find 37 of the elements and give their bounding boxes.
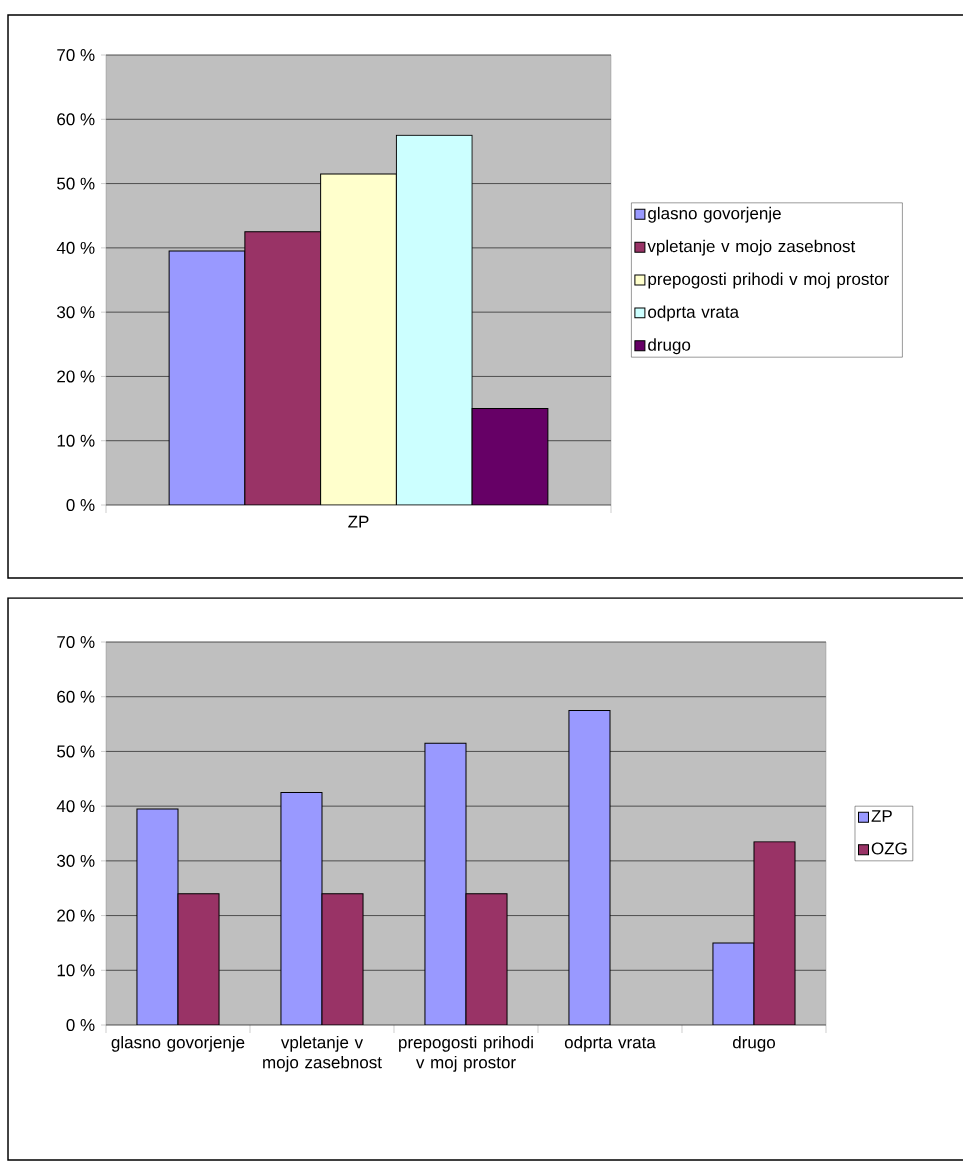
y-tick-label: 50 % <box>57 177 95 190</box>
bar <box>424 742 467 1025</box>
bar <box>177 893 220 1025</box>
legend-label: ZP <box>871 810 892 822</box>
y-tick-label: 0 % <box>66 1018 95 1032</box>
x-tick-label: vpletanje v mojo zasebnost <box>263 1035 382 1072</box>
x-tick-label: glasno govorjenje <box>111 1035 245 1052</box>
y-tick-label: 30 % <box>57 854 95 867</box>
y-tick-label: 50 % <box>57 745 95 758</box>
y-tick-label: 20 % <box>57 370 95 383</box>
y-tick-label: 40 % <box>56 241 95 254</box>
x-tick-label: drugo <box>732 1035 775 1052</box>
bar <box>280 791 323 1025</box>
y-tick-label: 40 % <box>56 800 95 813</box>
y-tick-label: 70 % <box>57 48 95 62</box>
legend-label: OZG <box>871 842 907 855</box>
y-tick-label: 20 % <box>57 909 95 922</box>
bar <box>753 841 796 1025</box>
y-tick-label: 60 % <box>57 113 95 126</box>
x-tick-label: prepogosti prihodi v moj prostor <box>399 1035 533 1072</box>
legend-label: glasno govorjenje <box>648 206 781 223</box>
legend-label: odprta vrata <box>648 305 740 322</box>
y-tick-label: 70 % <box>57 635 95 649</box>
x-tick-label: odprta vrata <box>564 1035 656 1052</box>
legend-label: prepogosti prihodi v moj prostor <box>648 272 889 289</box>
bar <box>321 893 364 1025</box>
y-tick-label: 30 % <box>57 306 95 319</box>
legend-label: drugo <box>648 338 691 355</box>
bar <box>136 808 179 1025</box>
y-tick-label: 60 % <box>57 690 95 703</box>
y-tick-label: 10 % <box>57 964 95 977</box>
bar <box>712 942 755 1025</box>
bar <box>465 893 508 1025</box>
legend-label: vpletanje v mojo zasebnost <box>647 239 856 256</box>
y-tick-label: 10 % <box>57 434 95 447</box>
bar <box>568 709 611 1025</box>
y-tick-label: 0 % <box>66 498 95 512</box>
